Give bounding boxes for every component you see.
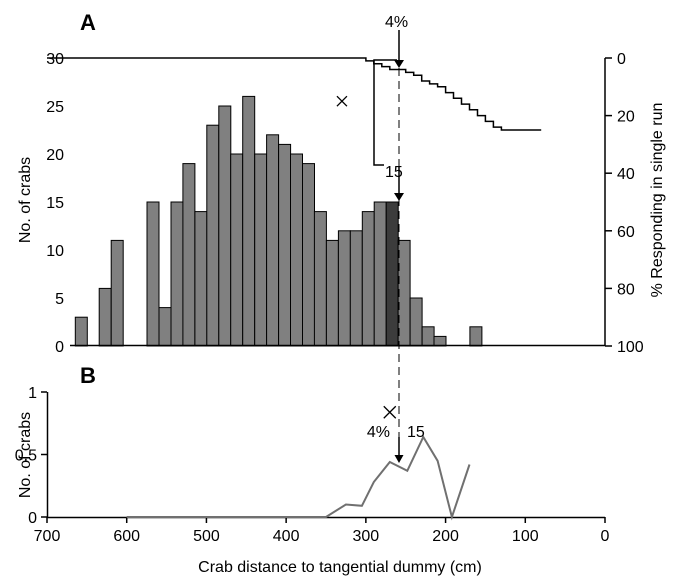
- panel-b-x-ticks: 700 600 500 400 300 200 100 0: [34, 517, 610, 545]
- histogram-bar: [278, 143, 292, 347]
- y-tick-label: 0: [28, 510, 37, 527]
- panel-a-y-ticks: 0 5 10 15 20 25 30: [46, 51, 64, 356]
- x-tick-label: 0: [601, 528, 610, 545]
- annotation-count: 15: [385, 164, 403, 181]
- arrow-to-curve-head: [394, 60, 404, 68]
- histogram-bar: [206, 124, 220, 347]
- histogram-bars: [74, 95, 483, 347]
- histogram-bar: [469, 326, 483, 347]
- secondary-tick-label: 20: [617, 109, 635, 126]
- histogram-bar: [397, 239, 411, 347]
- histogram-bar: [146, 201, 160, 347]
- histogram-bar: [373, 201, 387, 347]
- panel-a-label: A: [80, 10, 96, 35]
- secondary-tick-label: 80: [617, 281, 635, 298]
- histogram-bar: [194, 211, 208, 347]
- histogram-bar: [110, 239, 124, 347]
- annotation-count: 15: [407, 424, 425, 441]
- bracket: [373, 59, 397, 166]
- x-tick-label: 300: [353, 528, 380, 545]
- histogram-bar-highlighted: [385, 201, 399, 347]
- panel-b-y-ticks: 00.51: [15, 385, 47, 527]
- y-tick-label: 20: [46, 147, 64, 164]
- histogram-bar: [182, 163, 196, 347]
- histogram-bar: [337, 230, 351, 347]
- secondary-tick-label: 60: [617, 224, 635, 241]
- x-tick-label: 700: [34, 528, 61, 545]
- histogram-bar: [409, 297, 423, 347]
- y-tick-label: 5: [55, 291, 64, 308]
- cross-mark: [383, 405, 397, 419]
- response-curve: [47, 57, 542, 131]
- annotation-percent: 4%: [367, 424, 390, 441]
- y-tick-label: 0.5: [15, 448, 37, 465]
- x-tick-label: 500: [193, 528, 220, 545]
- histogram-bar: [313, 211, 327, 347]
- panel-b-label: B: [80, 363, 96, 388]
- histogram-bar: [242, 95, 256, 347]
- histogram-bar: [266, 134, 280, 347]
- panel-a: A No. of crabs % Responding in single ru…: [17, 10, 666, 356]
- cross-mark: [336, 95, 348, 107]
- histogram-bar: [254, 153, 268, 347]
- cross-marker: [383, 405, 397, 419]
- histogram-bar: [361, 211, 375, 347]
- arrow-down-head: [394, 455, 404, 463]
- histogram-bar: [218, 105, 232, 347]
- secondary-tick-label: 0: [617, 51, 626, 68]
- x-tick-label: 100: [512, 528, 539, 545]
- x-tick-label: 600: [113, 528, 140, 545]
- panel-b-y-axis-label: No. of crabs: [17, 412, 34, 498]
- x-tick-label: 200: [432, 528, 459, 545]
- histogram-bar: [421, 326, 435, 347]
- x-tick-label: 400: [273, 528, 300, 545]
- x-axis-label: Crab distance to tangential dummy (cm): [198, 559, 482, 576]
- histogram-bar: [230, 153, 244, 347]
- y-tick-label: 0: [55, 339, 64, 356]
- arrow-to-bar-head: [394, 193, 404, 201]
- y-tick-label: 25: [46, 99, 64, 116]
- histogram-bar: [74, 316, 88, 347]
- y-tick-label: 10: [46, 243, 64, 260]
- y-tick-label: 1: [28, 385, 37, 402]
- histogram-bar: [170, 201, 184, 347]
- secondary-tick-label: 40: [617, 166, 635, 183]
- y-tick-label: 30: [46, 51, 64, 68]
- histogram-bar: [325, 239, 339, 347]
- histogram-bar: [433, 335, 447, 347]
- panel-b: B No. of crabs 00.51 700 600 500 400 300 200 1…: [15, 363, 610, 576]
- secondary-tick-label: 100: [617, 339, 644, 356]
- y-tick-label: 15: [46, 195, 64, 212]
- cross-marker: [336, 95, 348, 107]
- panel-a-secondary-axis-label: % Responding in single run: [649, 103, 666, 298]
- histogram-bar: [349, 230, 363, 347]
- panel-a-y-axis-label: No. of crabs: [17, 157, 34, 243]
- annotation-percent: 4%: [385, 14, 408, 31]
- histogram-bar: [290, 153, 303, 347]
- data-line: [126, 434, 471, 521]
- secondary-axis-ticks: 0 20 40 60 80 100: [605, 51, 644, 356]
- histogram-bar: [158, 307, 172, 347]
- histogram-bar: [302, 163, 315, 347]
- histogram-bar: [98, 287, 112, 347]
